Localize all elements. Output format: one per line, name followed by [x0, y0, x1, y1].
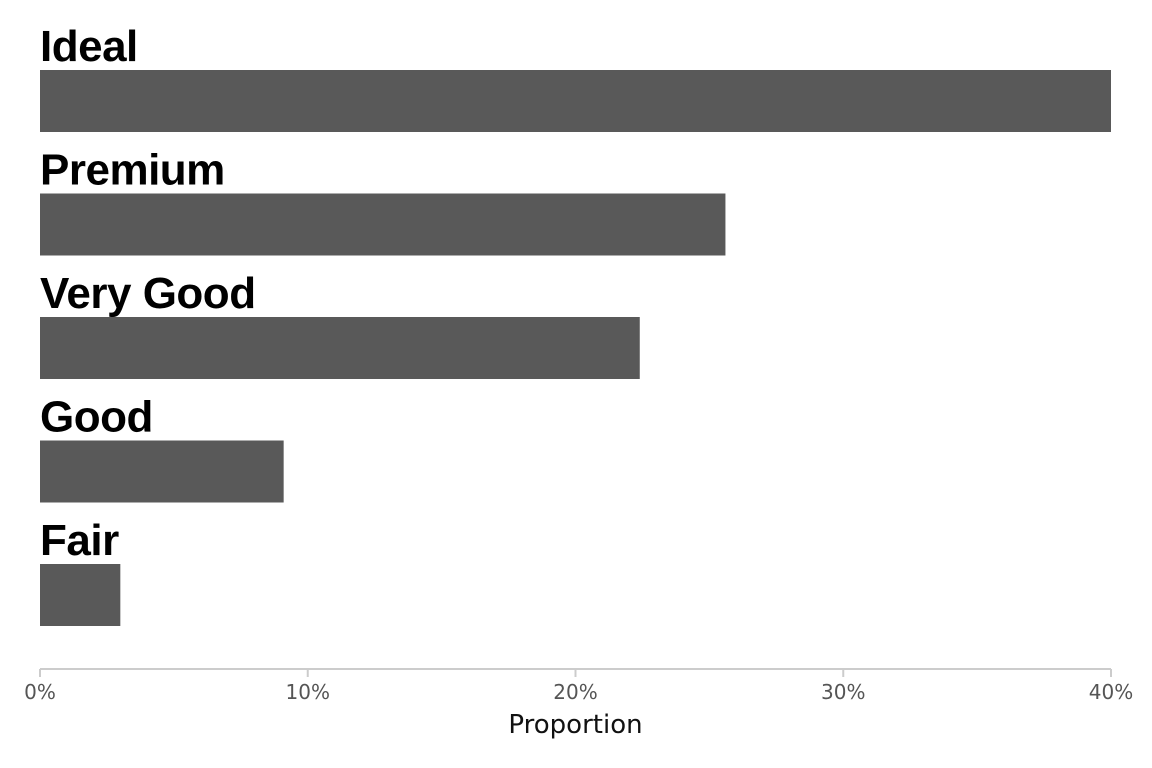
x-tick-label: 20% [553, 680, 597, 704]
category-label-good: Good [40, 393, 153, 442]
category-label-fair: Fair [40, 516, 119, 565]
x-tick-label: 30% [821, 680, 865, 704]
x-tick-label: 40% [1089, 680, 1133, 704]
bar-premium [40, 193, 726, 256]
bar-good [40, 440, 284, 503]
x-tick-label: 10% [286, 680, 330, 704]
x-axis-ticks-group: 0% 10% 20% 30% 40% [24, 669, 1133, 704]
bar-fair [40, 564, 121, 626]
x-axis-title: Proportion [508, 710, 642, 740]
category-labels-group: Ideal Premium Very Good Good Fair [40, 22, 256, 565]
bars-group [40, 70, 1111, 626]
bar-ideal [40, 70, 1111, 132]
bar-very-good [40, 317, 640, 379]
category-label-premium: Premium [40, 146, 225, 195]
x-tick-label: 0% [24, 680, 56, 704]
category-label-very-good: Very Good [40, 269, 256, 318]
category-label-ideal: Ideal [40, 22, 138, 71]
